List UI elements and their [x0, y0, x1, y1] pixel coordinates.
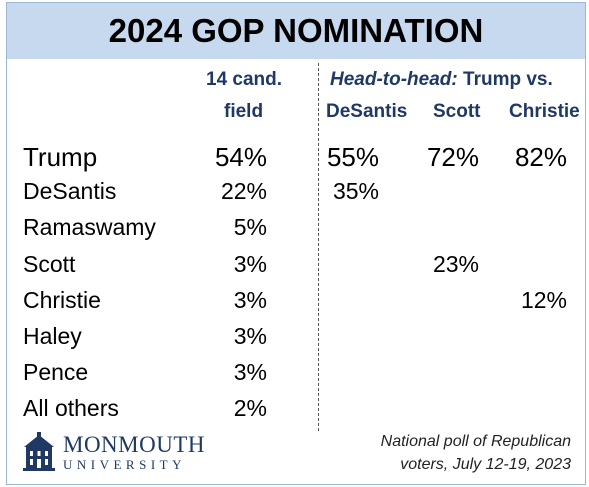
- table-cell: 23%: [432, 250, 479, 277]
- row-label: Pence: [23, 359, 89, 386]
- row-label: Scott: [23, 250, 76, 277]
- table-cell: 2%: [233, 395, 267, 422]
- table-cell: 5%: [233, 214, 267, 241]
- table-cell: 12%: [520, 286, 567, 313]
- university-building-icon: [23, 432, 55, 471]
- table-cell: 3%: [233, 286, 267, 313]
- chart-title: 2024 GOP NOMINATION: [7, 3, 585, 59]
- row-label: DeSantis: [23, 178, 117, 205]
- source-note-line1: National poll of Republican: [380, 433, 571, 450]
- table-cell: 82%: [514, 142, 567, 172]
- table-cell: 3%: [233, 359, 267, 386]
- logo-name: MONMOUTH: [63, 431, 205, 457]
- table-cell: 35%: [332, 178, 379, 205]
- row-label: Haley: [23, 323, 82, 349]
- row-label: Trump: [23, 142, 98, 172]
- source-note-line2: voters, July 12-19, 2023: [400, 456, 571, 473]
- trump-vs-label: Trump vs.: [463, 69, 553, 90]
- table-cell: 55%: [326, 142, 379, 172]
- row-label: Christie: [23, 286, 101, 313]
- poll-table-frame: 2024 GOP NOMINATION 14 cand. field Head-…: [6, 2, 586, 485]
- monmouth-logo: MONMOUTH UNIVERSITY: [21, 432, 205, 472]
- header-scott: Scott: [433, 101, 481, 122]
- table-cell: 3%: [233, 323, 267, 349]
- table-cell: 72%: [426, 142, 479, 172]
- source-note: National poll of Republican voters, July…: [381, 430, 571, 476]
- header-field-line2: field: [224, 101, 264, 122]
- header-christie: Christie: [509, 101, 580, 122]
- column-divider: [318, 63, 319, 431]
- head-to-head-header: Head-to-head: Trump vs.: [330, 69, 553, 91]
- logo-sub: UNIVERSITY: [63, 456, 186, 472]
- table-cell: 22%: [220, 178, 267, 205]
- table-cell: 3%: [233, 250, 267, 277]
- header-desantis: DeSantis: [326, 101, 408, 122]
- header-field-line1: 14 cand.: [206, 69, 283, 90]
- head-to-head-label: Head-to-head:: [330, 69, 458, 90]
- table-cell: 54%: [214, 142, 267, 172]
- row-label: All others: [23, 395, 119, 422]
- row-label: Ramaswamy: [23, 214, 156, 241]
